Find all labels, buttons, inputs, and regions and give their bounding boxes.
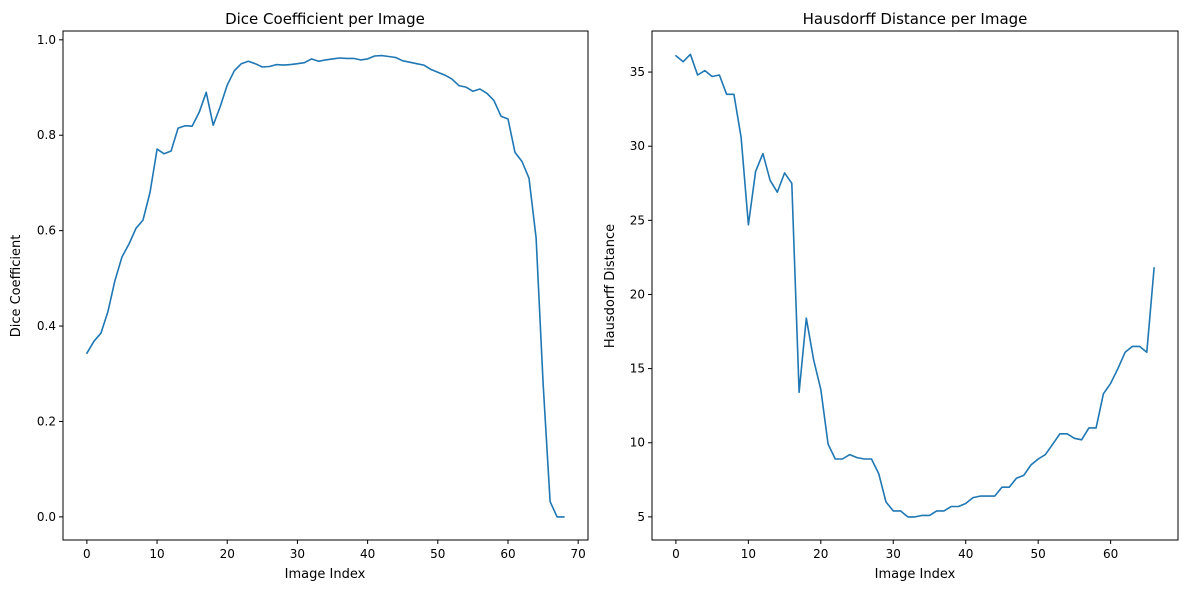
y-tick-label: 1.0 (37, 33, 56, 47)
chart-title: Hausdorff Distance per Image (803, 10, 1028, 28)
y-tick-label: 25 (630, 213, 645, 227)
x-tick-label: 50 (1031, 547, 1046, 561)
x-tick-label: 40 (360, 547, 375, 561)
y-tick-label: 30 (630, 139, 645, 153)
x-tick-label: 30 (290, 547, 305, 561)
y-tick-label: 0.6 (37, 224, 56, 238)
x-axis-label: Image Index (875, 567, 956, 582)
y-tick-label: 20 (630, 287, 645, 301)
axes-frame (651, 30, 1179, 541)
y-tick-label: 5 (637, 510, 645, 524)
chart-title: Dice Coefficient per Image (225, 10, 425, 28)
y-tick-label: 15 (630, 362, 645, 376)
series-line (675, 53, 1155, 518)
x-tick-label: 20 (813, 547, 828, 561)
y-tick-label: 0.8 (37, 128, 56, 142)
plot-area: 0 10 20 30 40 50 60 70 0.0 0.2 0.4 0.6 0.8 1.0 (37, 30, 589, 561)
x-tick-label: 60 (1103, 547, 1118, 561)
series-line (86, 54, 565, 518)
y-tick-label: 0.2 (37, 414, 56, 428)
x-tick-label: 50 (430, 547, 445, 561)
chart-hausdorff: Hausdorff Distance per Image Image Index… (603, 10, 1179, 582)
plot-area: 0 10 20 30 40 50 60 5 10 15 20 25 30 35 (630, 30, 1179, 561)
y-tick-label: 10 (630, 436, 645, 450)
x-tick-label: 20 (220, 547, 235, 561)
chart-dice: Dice Coefficient per Image Image Index D… (9, 10, 589, 582)
x-tick-label: 70 (571, 547, 586, 561)
x-tick-label: 40 (958, 547, 973, 561)
y-tick-label: 0.0 (37, 510, 56, 524)
y-tick-label: 0.4 (37, 319, 56, 333)
x-tick-label: 10 (149, 547, 164, 561)
x-tick-label: 30 (886, 547, 901, 561)
axes-frame (62, 30, 589, 541)
y-tick-label: 35 (630, 65, 645, 79)
y-axis-label: Dice Coefficient (9, 235, 24, 338)
x-axis-label: Image Index (285, 567, 366, 582)
y-axis-label: Hausdorff Distance (603, 224, 618, 348)
x-tick-label: 60 (500, 547, 515, 561)
x-tick-label: 0 (83, 547, 91, 561)
x-tick-label: 0 (672, 547, 680, 561)
x-tick-label: 10 (741, 547, 756, 561)
